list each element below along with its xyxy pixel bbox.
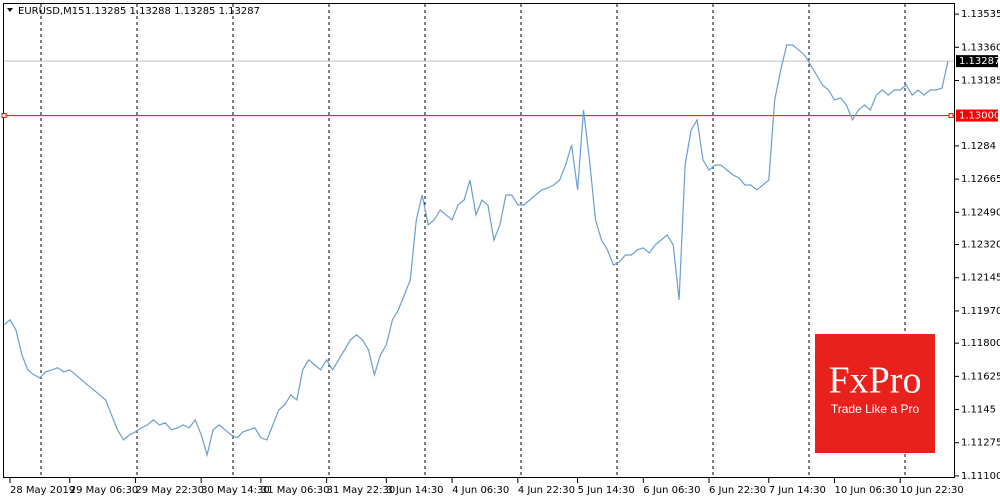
x-tick-label: 29 May 22:30 xyxy=(135,485,204,496)
logo-tagline: Trade Like a Pro xyxy=(831,402,920,416)
y-tick-label: 1.12490 xyxy=(961,207,1000,218)
x-tick-label: 3 Jun 14:30 xyxy=(386,485,443,496)
current-price-tag xyxy=(956,55,998,68)
y-tick-label: 1.11800 xyxy=(961,338,1000,349)
level-label: 1.13000 xyxy=(959,111,1000,122)
x-tick-label: 30 May 14:30 xyxy=(201,485,270,496)
x-tick-label: 31 May 06:30 xyxy=(261,485,330,496)
logo-brand: FxPro xyxy=(829,360,922,402)
x-tick-label: 6 Jun 22:30 xyxy=(709,485,766,496)
x-tick-label: 7 Jun 14:30 xyxy=(769,485,826,496)
level-handle xyxy=(1,113,7,119)
ohlc: 1.13285 1.13288 1.13285 1.13287 xyxy=(85,6,260,17)
y-tick-label: 1.11625 xyxy=(961,371,1000,382)
menu-arrow[interactable] xyxy=(7,8,13,12)
y-tick-label: 1.11970 xyxy=(961,306,1000,317)
x-tick-label: 5 Jun 14:30 xyxy=(578,485,635,496)
x-tick-label: 10 Jun 22:30 xyxy=(900,485,964,496)
level-handle xyxy=(948,113,954,119)
y-tick-label: 1.13360 xyxy=(961,42,1000,53)
x-tick-label: 29 May 06:30 xyxy=(70,485,139,496)
current-price-label: 1.13287 xyxy=(959,56,1000,67)
y-tick-label: 1.12320 xyxy=(961,240,1000,251)
y-tick-label: 1.13535 xyxy=(961,9,1000,20)
level-tag xyxy=(956,109,998,122)
x-tick-label: 6 Jun 06:30 xyxy=(643,485,700,496)
y-tick-label: 1.11275 xyxy=(961,438,1000,449)
price-line xyxy=(3,44,949,458)
x-tick-label: 28 May 2019 xyxy=(10,485,75,496)
x-tick-label: 4 Jun 22:30 xyxy=(518,485,575,496)
plot-frame xyxy=(3,3,955,478)
y-tick-label: 1.12665 xyxy=(961,174,1000,185)
symbol: EURUSD,M15 xyxy=(18,6,84,17)
x-tick-label: 10 Jun 06:30 xyxy=(834,485,898,496)
y-tick-label: 1.1284 xyxy=(961,141,996,152)
y-tick-label: 1.12145 xyxy=(961,273,1000,284)
y-tick-label: 1.11100 xyxy=(961,471,1000,482)
y-tick-label: 1.1145 xyxy=(961,405,996,416)
y-tick-label: 1.13185 xyxy=(961,75,1000,86)
x-tick-label: 31 May 22:30 xyxy=(327,485,396,496)
x-tick-label: 4 Jun 06:30 xyxy=(452,485,509,496)
logo-box xyxy=(815,334,935,453)
